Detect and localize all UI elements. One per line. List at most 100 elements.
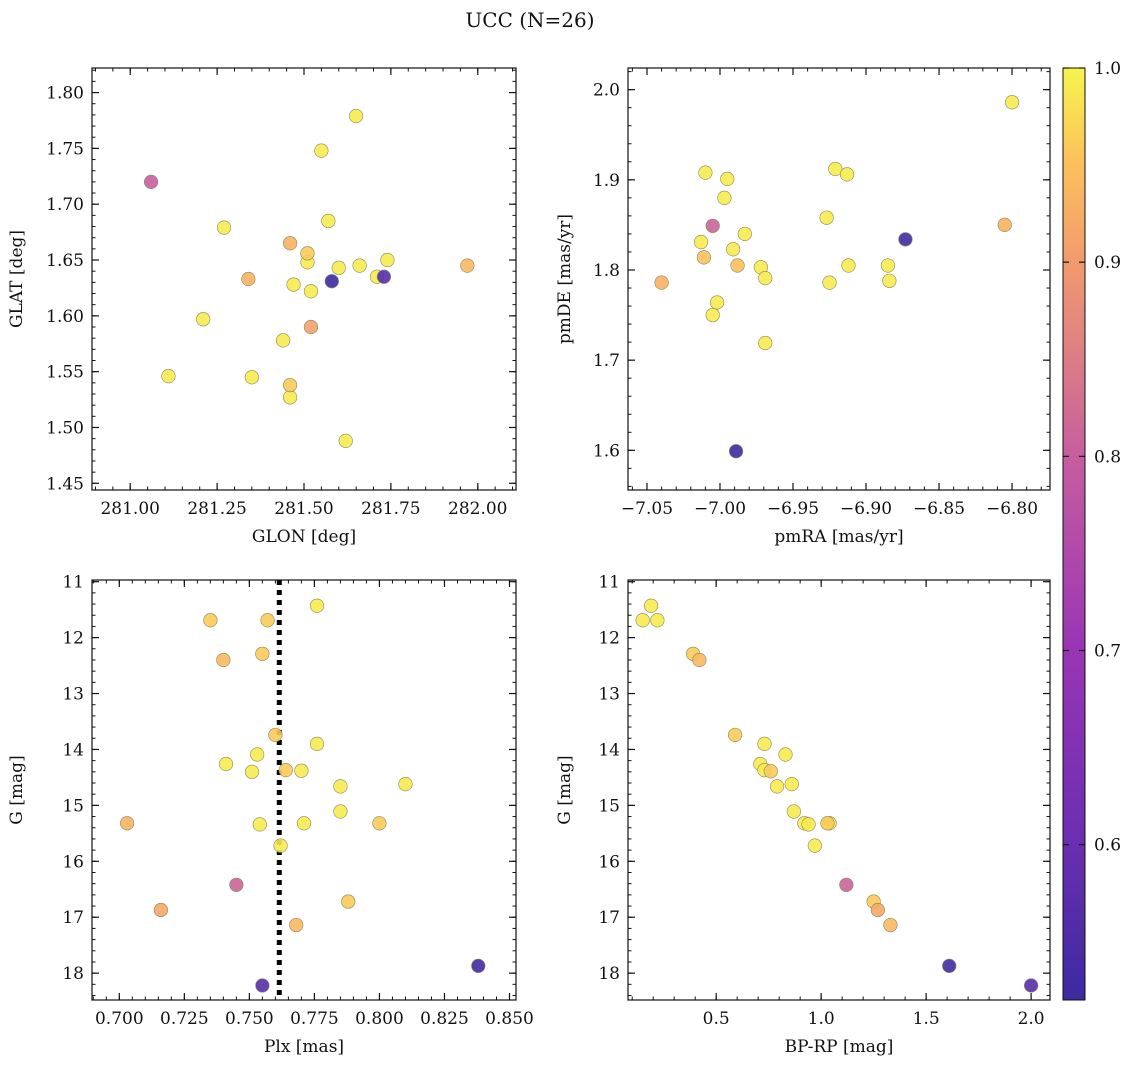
data-point bbox=[296, 816, 312, 831]
data-point bbox=[717, 190, 732, 205]
data-point bbox=[331, 260, 346, 275]
data-point bbox=[705, 218, 720, 233]
data-point bbox=[1004, 95, 1020, 110]
y-tick-label: 13 bbox=[62, 685, 84, 705]
y-tick-label: 1.50 bbox=[46, 418, 84, 438]
y-tick-label: 1.80 bbox=[46, 84, 84, 104]
y-tick-label: 1.70 bbox=[46, 195, 84, 215]
data-point bbox=[883, 917, 898, 933]
data-point bbox=[1024, 978, 1039, 993]
x-tick-label: 2.0 bbox=[1018, 1009, 1045, 1029]
x-tick-label: −7.05 bbox=[621, 499, 673, 519]
data-point bbox=[244, 370, 259, 385]
data-point bbox=[730, 258, 745, 273]
data-point bbox=[728, 444, 744, 459]
data-point bbox=[819, 210, 834, 225]
data-point bbox=[841, 258, 856, 273]
colorbar-tick-label: 0.8 bbox=[1094, 447, 1121, 467]
x-tick-label: −6.80 bbox=[986, 499, 1038, 519]
x-tick-label: 282.00 bbox=[448, 499, 507, 519]
data-point bbox=[341, 894, 356, 909]
x-tick-label: −6.95 bbox=[767, 499, 819, 519]
y-axis-label: G [mag] bbox=[7, 755, 27, 824]
data-point bbox=[643, 598, 659, 613]
y-tick-label: 1.60 bbox=[46, 307, 84, 327]
data-point bbox=[278, 763, 293, 778]
data-point bbox=[839, 877, 854, 892]
y-axis-label: GLAT [deg] bbox=[7, 230, 27, 328]
data-point bbox=[255, 646, 270, 661]
data-point bbox=[161, 369, 176, 384]
data-point bbox=[778, 747, 793, 762]
data-point bbox=[471, 958, 486, 973]
data-point bbox=[338, 433, 353, 448]
data-point bbox=[276, 333, 291, 348]
y-axis-label: G [mag] bbox=[555, 755, 575, 824]
y-tick-label: 18 bbox=[598, 964, 620, 984]
x-tick-label: −7.00 bbox=[694, 499, 746, 519]
y-tick-label: 16 bbox=[62, 852, 84, 872]
y-tick-label: 16 bbox=[598, 852, 620, 872]
data-point bbox=[153, 902, 169, 918]
colorbar-tick-label: 0.9 bbox=[1094, 253, 1121, 273]
y-tick-label: 12 bbox=[62, 629, 84, 649]
data-point bbox=[727, 727, 743, 743]
y-tick-label: 1.9 bbox=[593, 171, 620, 191]
data-point bbox=[635, 613, 650, 628]
data-point bbox=[309, 598, 325, 613]
x-tick-label: 0.775 bbox=[290, 1009, 339, 1029]
y-tick-label: 11 bbox=[62, 573, 84, 593]
data-point bbox=[244, 764, 260, 779]
data-point bbox=[807, 838, 822, 853]
y-tick-label: 17 bbox=[62, 908, 84, 928]
x-tick-label: 281.75 bbox=[361, 499, 420, 519]
data-point bbox=[693, 234, 709, 250]
data-point bbox=[309, 736, 325, 751]
data-point bbox=[352, 258, 367, 273]
x-axis-label: Plx [mas] bbox=[264, 1037, 344, 1057]
data-point bbox=[252, 817, 267, 832]
data-point bbox=[300, 246, 315, 261]
data-point bbox=[786, 804, 801, 819]
data-point bbox=[372, 816, 387, 831]
data-point bbox=[303, 319, 319, 335]
data-point bbox=[321, 213, 336, 229]
data-point bbox=[289, 917, 304, 933]
data-point bbox=[398, 777, 413, 792]
y-tick-label: 13 bbox=[598, 685, 620, 705]
x-tick-label: 0.850 bbox=[485, 1009, 534, 1029]
x-tick-label: −6.90 bbox=[840, 499, 892, 519]
y-tick-label: 17 bbox=[598, 908, 620, 928]
plot-frame bbox=[627, 579, 1051, 1001]
y-tick-label: 1.55 bbox=[46, 363, 84, 383]
data-point bbox=[255, 978, 270, 993]
y-tick-label: 2.0 bbox=[593, 81, 620, 101]
x-axis-label: pmRA [mas/yr] bbox=[774, 527, 903, 547]
y-tick-label: 15 bbox=[598, 796, 620, 816]
x-tick-label: 281.25 bbox=[187, 499, 246, 519]
data-point bbox=[380, 252, 395, 268]
data-point bbox=[758, 270, 773, 286]
data-point bbox=[260, 613, 275, 628]
data-point bbox=[333, 779, 348, 794]
x-tick-label: 0.750 bbox=[225, 1009, 274, 1029]
data-point bbox=[324, 274, 339, 289]
data-point bbox=[828, 161, 843, 177]
data-point bbox=[880, 258, 896, 273]
data-point bbox=[282, 390, 298, 405]
x-tick-label: 0.725 bbox=[160, 1009, 209, 1029]
colorbar-tick-label: 1.0 bbox=[1094, 59, 1121, 79]
data-point bbox=[997, 217, 1012, 232]
data-point bbox=[282, 377, 298, 393]
data-point bbox=[763, 764, 778, 779]
y-tick-label: 18 bbox=[62, 964, 84, 984]
y-tick-label: 14 bbox=[598, 740, 620, 760]
colorbar: 0.6 0.7 0.8 0.9 1.0 bbox=[1062, 59, 1121, 1001]
data-point bbox=[203, 613, 218, 628]
data-point bbox=[698, 165, 713, 180]
data-point bbox=[942, 958, 957, 973]
data-point bbox=[294, 763, 309, 778]
panel-pmra-pmde: −7.05 −7.00 −6.95 −6.90 −6.85 −6.80 1.6 1.7 1.8 1… bbox=[555, 67, 1051, 547]
data-point bbox=[241, 271, 256, 287]
